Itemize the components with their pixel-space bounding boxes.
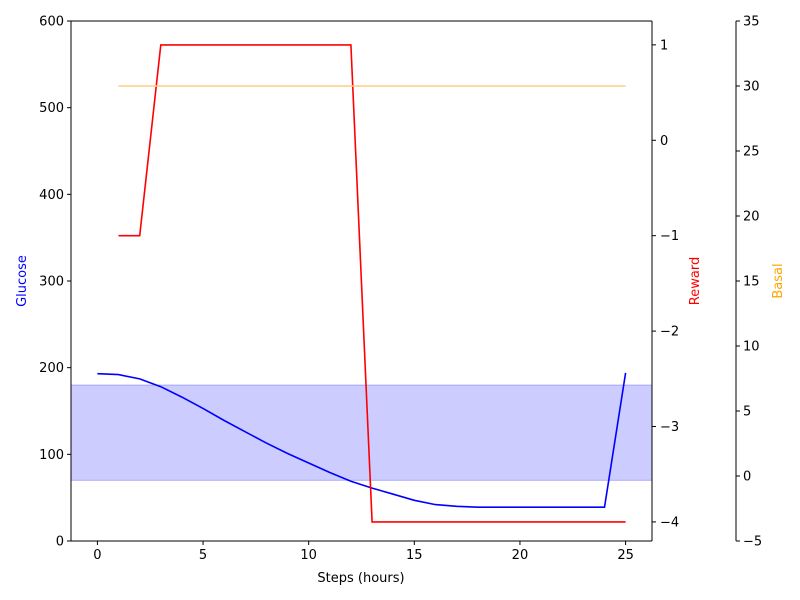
target-range-band bbox=[70, 384, 653, 481]
basal-tick-label: −5 bbox=[743, 535, 762, 550]
basal-tick-label: 15 bbox=[743, 275, 760, 290]
basal-tick-label: 5 bbox=[743, 405, 751, 420]
reward-tick-label: −4 bbox=[660, 515, 679, 530]
basal-tick-label: 20 bbox=[743, 210, 760, 225]
x-tick-label: 25 bbox=[617, 548, 634, 563]
glucose-tick-label: 500 bbox=[39, 101, 64, 116]
reward-tick-label: 1 bbox=[660, 38, 668, 53]
glucose-tick-label: 600 bbox=[39, 15, 64, 30]
reward-tick-label: −3 bbox=[660, 420, 679, 435]
series-layer bbox=[97, 44, 627, 523]
reward-tick-label: −2 bbox=[660, 325, 679, 340]
basal-tick-label: 0 bbox=[743, 470, 751, 485]
basal-tick-label: 30 bbox=[743, 80, 760, 95]
reward-series-line bbox=[118, 44, 626, 523]
glucose-series-line bbox=[97, 372, 627, 509]
basal-tick-label: 35 bbox=[743, 15, 760, 30]
axes-layer: 0 5 10 15 20 25010020030040050060010−1−2−3−43… bbox=[39, 15, 762, 564]
basal-axis-label: Basal bbox=[771, 263, 786, 298]
glucose-tick-label: 200 bbox=[39, 361, 64, 376]
glucose-axis-label: Glucose bbox=[15, 255, 30, 307]
glucose-tick-label: 100 bbox=[39, 448, 64, 463]
basal-tick-label: 10 bbox=[743, 340, 760, 355]
glucose-tick-label: 0 bbox=[56, 535, 64, 550]
reward-axis-label: Reward bbox=[688, 257, 703, 305]
reward-tick-label: −1 bbox=[660, 229, 679, 244]
x-axis-label: Steps (hours) bbox=[317, 571, 404, 586]
basal-tick-label: 25 bbox=[743, 145, 760, 160]
x-tick-label: 20 bbox=[512, 548, 529, 563]
target-range-band-layer bbox=[70, 384, 653, 481]
glucose-tick-label: 300 bbox=[39, 275, 64, 290]
x-tick-label: 15 bbox=[406, 548, 423, 563]
x-tick-label: 5 bbox=[199, 548, 207, 563]
glucose-tick-label: 400 bbox=[39, 188, 64, 203]
x-tick-label: 0 bbox=[93, 548, 101, 563]
x-tick-label: 10 bbox=[300, 548, 317, 563]
reward-tick-label: 0 bbox=[660, 134, 668, 149]
